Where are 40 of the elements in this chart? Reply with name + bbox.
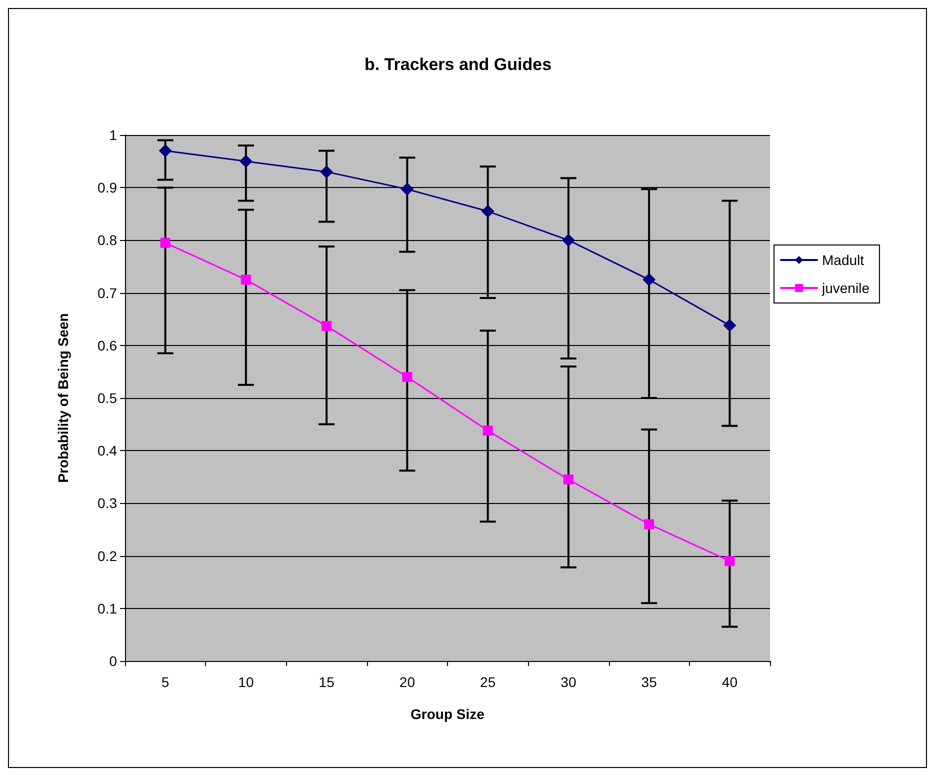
legend-label: juvenile [821,280,870,296]
point [644,519,654,530]
point [400,182,414,196]
x-tick-label: 30 [560,674,576,690]
point [239,154,252,168]
x-tick-label: 35 [641,674,658,690]
x-tick-label: 15 [318,674,335,690]
point [160,238,170,248]
y-tick-label: 0.2 [98,548,118,564]
point [322,320,332,331]
point [402,372,412,382]
point [724,556,735,566]
y-tick-label: 0.8 [98,232,118,248]
point [158,144,172,158]
y-tick-label: 0.4 [98,442,118,459]
point [482,426,493,436]
y-axis-title: Probability of Being Seen [55,313,71,483]
point [481,204,494,218]
point [723,318,736,332]
x-tick-label: 40 [722,674,738,690]
x-tick-label: 10 [238,674,254,690]
y-tick-label: 0 [109,653,118,669]
y-tick-label: 0.6 [98,337,118,354]
x-tick-label: 25 [480,674,496,690]
x-tick-label: 5 [161,674,170,690]
y-tick-label: 0.5 [98,390,118,406]
point [642,273,656,286]
point [563,474,574,485]
legend-label: Madult [822,252,864,268]
y-tick-label: 0.7 [98,284,118,301]
point [240,274,251,285]
y-tick-label: 0.3 [98,495,118,512]
x-axis-title: Group Size [410,706,485,722]
y-tick-label: 1 [109,127,118,143]
y-tick-label: 0.1 [98,600,118,616]
chart-title: b. Trackers and Guides [364,55,552,74]
y-tick-label: 0.9 [98,180,118,196]
x-tick-label: 20 [399,674,416,690]
point [562,234,575,247]
point [320,165,334,178]
